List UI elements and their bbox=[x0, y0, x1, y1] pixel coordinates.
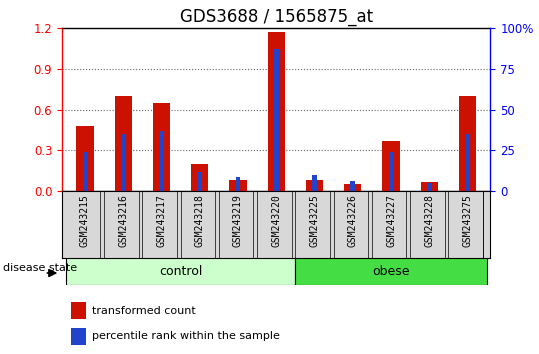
Bar bbox=[420, 182, 438, 191]
Bar bbox=[71, 328, 86, 345]
Bar bbox=[465, 134, 470, 191]
Bar bbox=[153, 103, 170, 191]
Text: GSM243217: GSM243217 bbox=[156, 195, 167, 247]
Bar bbox=[159, 131, 164, 191]
Bar bbox=[197, 172, 202, 191]
Bar bbox=[382, 141, 399, 191]
Bar bbox=[71, 302, 86, 319]
Bar bbox=[82, 152, 87, 191]
Text: GSM243227: GSM243227 bbox=[386, 195, 396, 247]
Bar bbox=[66, 258, 295, 285]
Bar bbox=[350, 181, 355, 191]
Bar bbox=[268, 32, 285, 191]
Bar bbox=[459, 96, 476, 191]
Text: GSM243218: GSM243218 bbox=[195, 195, 205, 247]
Text: percentile rank within the sample: percentile rank within the sample bbox=[92, 331, 280, 341]
Text: GSM243275: GSM243275 bbox=[462, 195, 473, 247]
Bar bbox=[115, 96, 132, 191]
Bar bbox=[230, 180, 246, 191]
Text: GSM243228: GSM243228 bbox=[424, 195, 434, 247]
Title: GDS3688 / 1565875_at: GDS3688 / 1565875_at bbox=[179, 8, 373, 25]
Bar bbox=[389, 152, 393, 191]
Text: obese: obese bbox=[372, 265, 410, 278]
Text: GSM243226: GSM243226 bbox=[348, 195, 358, 247]
Text: transformed count: transformed count bbox=[92, 306, 196, 316]
Text: GSM243216: GSM243216 bbox=[118, 195, 128, 247]
Text: disease state: disease state bbox=[3, 263, 77, 273]
Text: GSM243219: GSM243219 bbox=[233, 195, 243, 247]
Bar bbox=[77, 126, 94, 191]
Text: control: control bbox=[159, 265, 202, 278]
Bar bbox=[191, 164, 209, 191]
Bar bbox=[306, 180, 323, 191]
Text: GSM243215: GSM243215 bbox=[80, 195, 90, 247]
Bar bbox=[427, 183, 432, 191]
Bar bbox=[344, 184, 361, 191]
Bar bbox=[312, 175, 317, 191]
Bar bbox=[274, 50, 279, 191]
Text: GSM243220: GSM243220 bbox=[271, 195, 281, 247]
Bar bbox=[236, 177, 240, 191]
Bar bbox=[121, 134, 126, 191]
Bar bbox=[295, 258, 487, 285]
Text: GSM243225: GSM243225 bbox=[309, 195, 320, 247]
